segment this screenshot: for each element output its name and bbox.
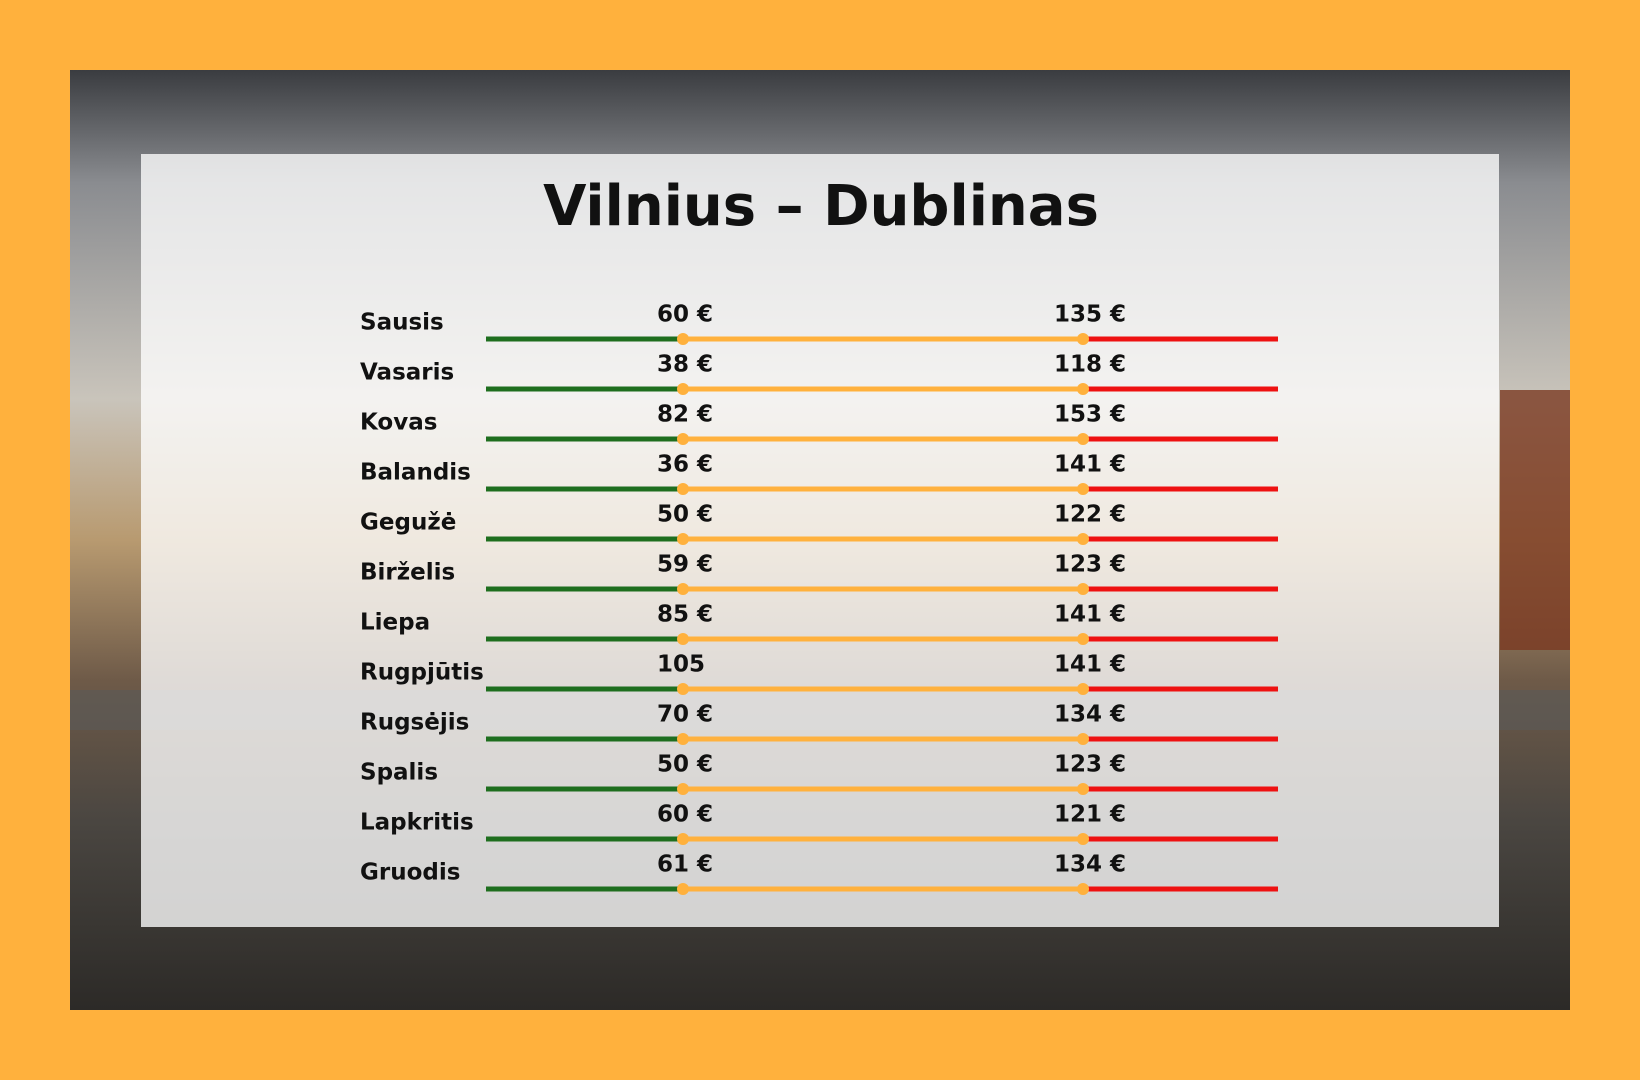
- low-dot: [677, 533, 689, 545]
- high-dot: [1077, 333, 1089, 345]
- month-label: Liepa: [360, 610, 430, 636]
- month-label: Vasaris: [360, 360, 454, 386]
- month-label: Kovas: [360, 410, 437, 436]
- month-label: Gegužė: [360, 510, 456, 536]
- high-price: 118 €: [1054, 352, 1126, 378]
- month-label: Rugpjūtis: [360, 660, 484, 686]
- low-dot: [677, 833, 689, 845]
- high-price: 141 €: [1054, 452, 1126, 478]
- low-dot: [677, 783, 689, 795]
- high-price: 122 €: [1054, 502, 1126, 528]
- high-price: 141 €: [1054, 652, 1126, 678]
- low-dot: [677, 733, 689, 745]
- low-price: 38 €: [657, 352, 713, 378]
- month-label: Rugsėjis: [360, 710, 469, 736]
- high-dot: [1077, 733, 1089, 745]
- high-price: 134 €: [1054, 852, 1126, 878]
- low-price: 85 €: [657, 602, 713, 628]
- low-dot: [677, 383, 689, 395]
- month-label: Sausis: [360, 310, 444, 336]
- low-price: 105: [657, 652, 705, 678]
- high-dot: [1077, 483, 1089, 495]
- high-dot: [1077, 683, 1089, 695]
- high-price: 141 €: [1054, 602, 1126, 628]
- low-price: 60 €: [657, 802, 713, 828]
- low-dot: [677, 583, 689, 595]
- high-price: 123 €: [1054, 552, 1126, 578]
- low-price: 50 €: [657, 502, 713, 528]
- high-dot: [1077, 433, 1089, 445]
- high-price: 135 €: [1054, 302, 1126, 328]
- month-label: Birželis: [360, 560, 455, 586]
- high-dot: [1077, 633, 1089, 645]
- month-label: Spalis: [360, 760, 438, 786]
- high-dot: [1077, 383, 1089, 395]
- high-price: 123 €: [1054, 752, 1126, 778]
- high-price: 153 €: [1054, 402, 1126, 428]
- high-dot: [1077, 833, 1089, 845]
- high-dot: [1077, 583, 1089, 595]
- low-dot: [677, 333, 689, 345]
- high-dot: [1077, 783, 1089, 795]
- low-price: 82 €: [657, 402, 713, 428]
- high-dot: [1077, 533, 1089, 545]
- month-label: Balandis: [360, 460, 471, 486]
- low-dot: [677, 633, 689, 645]
- low-dot: [677, 433, 689, 445]
- low-price: 50 €: [657, 752, 713, 778]
- title: Vilnius – Dublinas: [543, 174, 1099, 239]
- building: [1500, 390, 1570, 650]
- low-dot: [677, 883, 689, 895]
- high-dot: [1077, 883, 1089, 895]
- high-price: 121 €: [1054, 802, 1126, 828]
- low-price: 36 €: [657, 452, 713, 478]
- month-label: Lapkritis: [360, 810, 474, 836]
- low-price: 60 €: [657, 302, 713, 328]
- month-label: Gruodis: [360, 860, 460, 886]
- low-price: 61 €: [657, 852, 713, 878]
- low-dot: [677, 483, 689, 495]
- low-price: 59 €: [657, 552, 713, 578]
- low-price: 70 €: [657, 702, 713, 728]
- low-dot: [677, 683, 689, 695]
- high-price: 134 €: [1054, 702, 1126, 728]
